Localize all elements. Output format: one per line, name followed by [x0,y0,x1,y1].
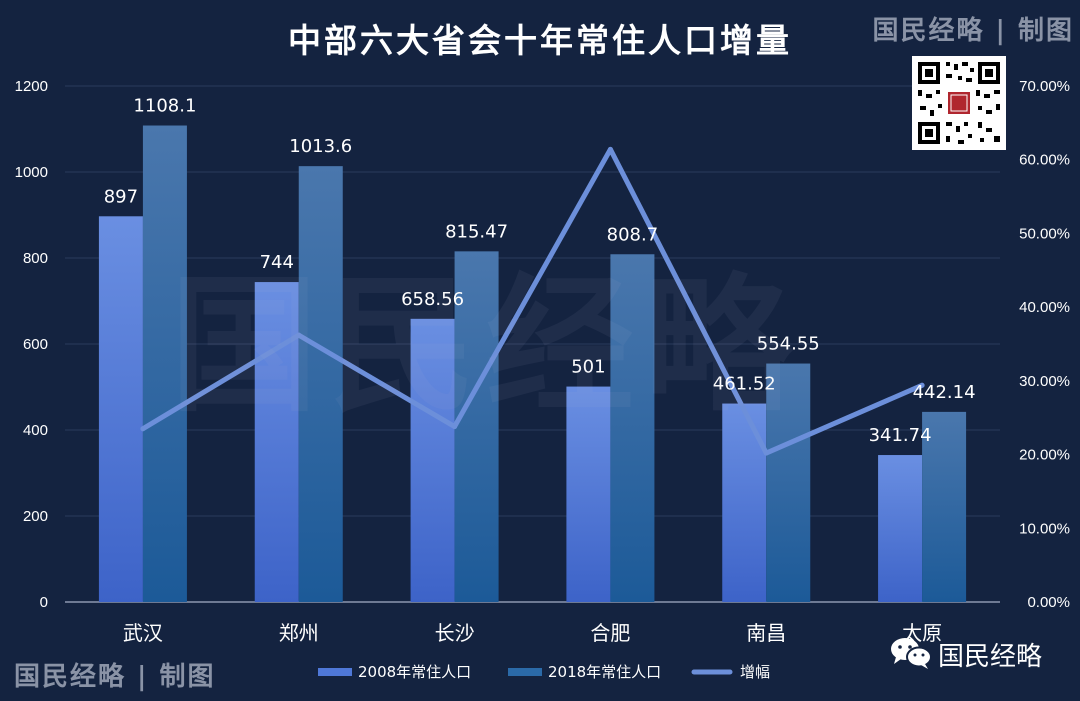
wechat-icon [890,636,932,670]
watermark: 国民经略 [170,258,802,432]
bars [98,125,967,603]
grid-lines [65,85,1000,603]
growth-line [140,146,925,456]
bar-2018 [610,254,655,602]
chart-title: 中部六大省会十年常住人口增量 [288,21,792,60]
bar-2008 [254,282,299,602]
left-axis-tick: 200 [23,508,48,525]
category-label: 武汉 [123,621,163,645]
data-label-2018: 554.55 [757,334,820,355]
left-axis-tick: 0 [40,594,48,611]
bar-2018 [454,251,499,602]
data-label-2008: 341.74 [869,425,932,446]
category-label: 合肥 [590,621,630,645]
brand-top-right: 国民经略 | 制图 [872,16,1074,46]
legend-swatch [508,668,542,676]
legend-label: 2018年常住人口 [548,663,661,681]
bar-2008 [566,386,611,602]
legend-label: 增幅 [740,663,770,681]
bar-2008 [410,318,455,602]
left-axis-tick: 1200 [15,78,48,95]
brand-bottom-left: 国民经略 | 制图 [14,662,216,692]
data-label-2008: 897 [104,186,138,207]
data-label-2018: 1013.6 [289,136,352,157]
data-label-2018: 815.47 [445,221,508,242]
bar-2018 [298,166,343,603]
qr-code-icon [912,56,1006,150]
growth-series-line [140,146,925,456]
growth-point [140,426,146,432]
right-axis-tick: 40.00% [1019,299,1070,316]
right-axis-tick: 30.00% [1019,373,1070,390]
bar-2018 [142,125,187,602]
data-label-2008: 658.56 [401,289,464,310]
growth-point [763,450,769,456]
left-axis-tick: 1000 [15,164,48,181]
growth-point [607,146,613,152]
growth-point [919,382,925,388]
right-axis-tick: 60.00% [1019,152,1070,169]
right-axis-tick: 0.00% [1027,594,1070,611]
right-axis-tick: 50.00% [1019,225,1070,242]
bar-2008 [878,455,923,602]
data-labels: 897 1108.1 744 1013.6 658.56 815.47 501 808.7 46… [104,96,976,447]
axes: 0 200 400 600 800 1000 1200 0.00% 10.00% 20.00% 30… [15,78,1070,645]
left-axis-tick: 600 [23,336,48,353]
bar-2008 [98,216,143,603]
category-label: 南昌 [746,621,786,645]
right-axis-tick: 10.00% [1019,520,1070,537]
data-label-2018: 1108.1 [133,96,196,117]
left-axis-tick: 800 [23,250,48,267]
legend-label: 2008年常住人口 [358,663,471,681]
wechat-account-label: 国民经略 [938,642,1043,672]
growth-point [452,424,458,430]
growth-point [296,332,302,338]
bar-2018 [766,363,811,602]
data-label-2008: 501 [571,357,605,378]
data-label-2008: 461.52 [713,374,776,395]
category-label: 长沙 [435,621,475,645]
left-axis-tick: 400 [23,422,48,439]
right-axis-tick: 70.00% [1019,78,1070,95]
category-label: 郑州 [279,621,319,645]
data-label-2018: 808.7 [607,224,659,245]
bar-2018 [922,411,967,602]
data-label-2008: 744 [260,252,294,273]
data-label-2018: 442.14 [913,382,976,403]
legend: 2008年常住人口 2018年常住人口 增幅 [318,663,770,681]
right-axis-tick: 20.00% [1019,447,1070,464]
legend-swatch [318,668,352,676]
